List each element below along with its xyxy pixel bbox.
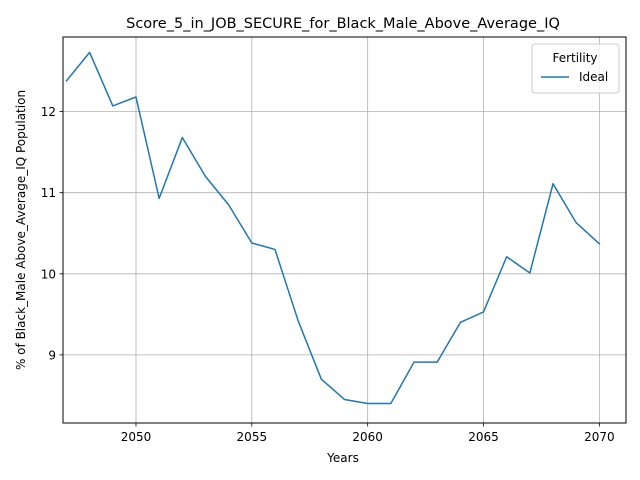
- legend: Fertility Ideal: [531, 43, 620, 94]
- legend-label-ideal: Ideal: [579, 70, 608, 84]
- series-line-ideal: [65, 51, 601, 405]
- chart-title: Score_5_in_JOB_SECURE_for_Black_Male_Abo…: [126, 16, 560, 32]
- grid-lines: [63, 37, 626, 423]
- x-tick-label: 2050: [121, 430, 152, 444]
- legend-box: [531, 43, 620, 94]
- x-tick-label: 2055: [237, 430, 268, 444]
- x-axis-label: Years: [326, 451, 359, 465]
- plot-frame: [62, 36, 627, 424]
- y-tick-label: 10: [41, 267, 56, 281]
- y-axis-ticks: 9 10 11 12: [41, 105, 63, 362]
- legend-title: Fertility: [552, 51, 597, 65]
- x-tick-label: 2065: [468, 430, 499, 444]
- y-tick-label: 9: [48, 348, 56, 362]
- y-axis-label: % of Black_Male Above_Average_IQ Populat…: [14, 90, 28, 370]
- x-tick-label: 2060: [352, 430, 383, 444]
- y-tick-label: 12: [41, 105, 56, 119]
- series-lines: [65, 51, 601, 405]
- y-tick-label: 11: [41, 186, 56, 200]
- x-axis-ticks: 2050 2055 2060 2065 2070: [121, 423, 615, 444]
- x-tick-label: 2070: [584, 430, 615, 444]
